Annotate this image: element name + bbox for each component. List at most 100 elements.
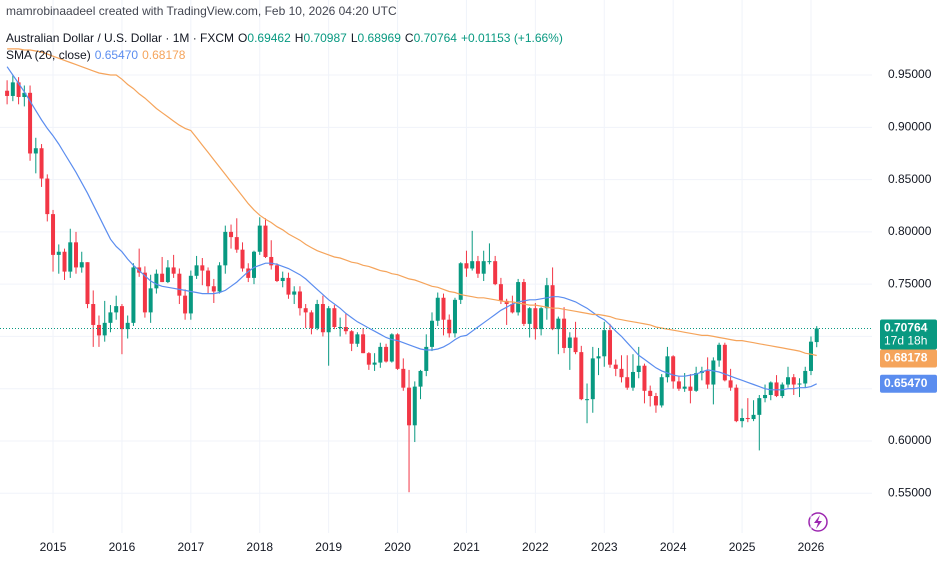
candle-body	[734, 387, 739, 422]
indicator-lines	[6, 48, 817, 391]
candle-body	[740, 417, 745, 422]
candle-body	[464, 263, 469, 269]
candle-body	[22, 92, 27, 98]
y-tick-label: 0.55000	[888, 485, 932, 499]
candle-body	[309, 312, 314, 329]
candle-body	[171, 267, 176, 274]
candle-body	[688, 386, 693, 391]
candle-body	[177, 273, 182, 296]
candle-body	[803, 370, 808, 384]
candle-body	[567, 337, 572, 348]
candle-body	[418, 370, 423, 387]
candle-body	[717, 344, 722, 361]
candle-body	[5, 90, 10, 96]
indicator-value: 0.65470	[94, 48, 139, 62]
candle-body	[539, 308, 544, 330]
candle-body	[763, 394, 768, 399]
candle-body	[102, 322, 107, 336]
candle-body	[550, 285, 555, 330]
candle-body	[814, 328, 819, 343]
ohlc-value: 0.70987	[303, 31, 347, 45]
candle-body	[533, 308, 538, 330]
candle-body	[808, 341, 813, 371]
y-tick-label: 0.85000	[888, 172, 932, 186]
last-price-label: 0.70764	[884, 321, 928, 335]
candle-body	[332, 308, 337, 328]
candle-body	[229, 231, 234, 238]
candle-body	[579, 352, 584, 400]
alert-icon[interactable]	[808, 512, 828, 532]
axes: 0.550000.600000.650000.700000.750000.800…	[0, 67, 937, 554]
candle-body	[711, 360, 716, 385]
candle-body	[240, 249, 245, 269]
candle-body	[602, 330, 607, 357]
candle-body	[447, 319, 452, 334]
candle-body	[16, 82, 21, 98]
candle-body	[510, 304, 515, 313]
candle-body	[407, 387, 412, 426]
candle-body	[424, 346, 429, 371]
candle-body	[389, 334, 394, 362]
candle-body	[430, 320, 435, 347]
ohlc-value: 0.68969	[357, 31, 401, 45]
ohlc-item: O0.69462	[238, 31, 291, 45]
candle-body	[79, 262, 84, 268]
x-tick-label: 2016	[109, 540, 136, 554]
candle-body	[200, 265, 205, 271]
ohlc-value: 0.69462	[247, 31, 291, 45]
candle-body	[269, 256, 274, 266]
candle-body	[361, 334, 366, 354]
candle-body	[395, 334, 400, 369]
candle-body	[722, 344, 727, 381]
ohlc-key: H	[294, 31, 304, 45]
candle-body	[206, 270, 211, 287]
y-tick-label: 0.95000	[888, 67, 932, 81]
candle-body	[286, 277, 291, 295]
indicator-name: SMA (20, close)	[6, 48, 91, 62]
candle-body	[217, 265, 222, 292]
candle-body	[355, 334, 360, 344]
candle-body	[315, 304, 320, 329]
candle-body	[475, 261, 480, 274]
candles	[5, 75, 819, 493]
candle-body	[470, 261, 475, 269]
candle-body	[412, 386, 417, 426]
candle-body	[62, 251, 67, 272]
x-tick-label: 2018	[246, 540, 273, 554]
candle-body	[28, 92, 33, 154]
candle-body	[797, 383, 802, 385]
y-tick-label: 0.90000	[888, 119, 932, 133]
candle-body	[91, 304, 96, 325]
candle-body	[653, 396, 658, 406]
candle-body	[211, 286, 216, 292]
candle-body	[349, 331, 354, 344]
candle-body	[608, 330, 613, 365]
candle-body	[131, 267, 136, 323]
candle-body	[745, 417, 750, 420]
candle-body	[768, 382, 773, 395]
candle-body	[487, 261, 492, 263]
candle-body	[366, 353, 371, 365]
candle-body	[613, 364, 618, 369]
indicator-value: 0.68178	[142, 48, 186, 62]
candle-body	[338, 327, 343, 329]
candle-body	[516, 282, 521, 313]
candle-body	[257, 225, 262, 252]
candle-body	[343, 327, 348, 332]
candle-body	[114, 306, 119, 313]
candle-body	[56, 251, 61, 255]
candle-body	[119, 306, 124, 330]
x-tick-label: 2017	[177, 540, 204, 554]
candle-body	[521, 282, 526, 324]
candle-body	[573, 337, 578, 353]
candle-body	[10, 82, 15, 96]
x-tick-label: 2024	[660, 540, 687, 554]
ohlc-key: L	[350, 31, 358, 45]
candle-body	[441, 297, 446, 320]
grid	[0, 0, 872, 533]
x-tick-label: 2015	[40, 540, 67, 554]
candle-body	[51, 214, 56, 255]
candle-body	[751, 414, 756, 420]
candle-body	[676, 381, 681, 389]
candle-body	[160, 273, 165, 283]
